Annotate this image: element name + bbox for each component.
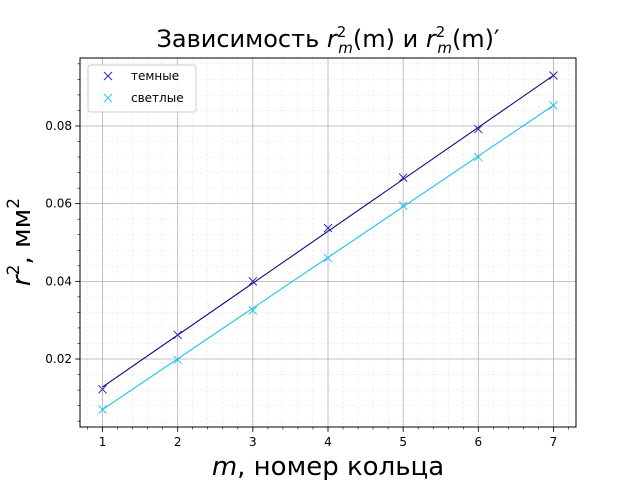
data-point-light xyxy=(323,253,333,263)
data-point-dark xyxy=(398,173,408,182)
legend-marker-light xyxy=(103,93,113,103)
data-point-dark xyxy=(323,223,333,233)
data-point-dark xyxy=(173,330,183,340)
x-tick-label: 2 xyxy=(174,435,182,449)
data-point-dark xyxy=(473,124,483,134)
data-point-light xyxy=(173,355,183,365)
legend-x-marker xyxy=(103,71,113,81)
data-point-dark xyxy=(549,71,558,80)
data-point-dark xyxy=(98,384,107,394)
legend-x-marker xyxy=(103,93,113,103)
y-tick-label: 0.08 xyxy=(45,119,72,133)
x-tick-label: 7 xyxy=(550,435,558,449)
x-axis-label: m, номер кольца xyxy=(212,452,444,480)
y-tick-label: 0.04 xyxy=(45,274,72,288)
data-point-light xyxy=(398,201,408,210)
legend-label-dark: темные xyxy=(131,69,179,83)
x-tick-label: 3 xyxy=(249,435,257,449)
y-axis-label: r2, мм2 xyxy=(4,198,37,286)
data-point-dark xyxy=(248,276,258,286)
data-point-light xyxy=(98,405,107,414)
legend: темные светлые xyxy=(87,64,197,113)
legend-marker-dark xyxy=(103,71,113,81)
series-layer xyxy=(98,71,558,414)
data-point-light xyxy=(473,152,483,162)
axis-ticks: 1 2 3 4 5 6 7 0.02 0.04 0.06 0.08 xyxy=(45,63,569,449)
x-tick-label: 1 xyxy=(99,435,107,449)
legend-label-light: светлые xyxy=(131,91,184,105)
y-tick-label: 0.02 xyxy=(45,352,72,366)
data-point-light xyxy=(248,306,258,315)
grid xyxy=(80,58,576,427)
x-tick-label: 6 xyxy=(474,435,482,449)
x-tick-label: 4 xyxy=(324,435,332,449)
data-point-light xyxy=(549,101,558,110)
legend-box xyxy=(87,64,197,113)
chart-title: Зависимость r2 m(m) и r2 m(m)′ xyxy=(157,23,500,57)
y-tick-label: 0.06 xyxy=(45,197,72,211)
x-tick-label: 5 xyxy=(399,435,407,449)
